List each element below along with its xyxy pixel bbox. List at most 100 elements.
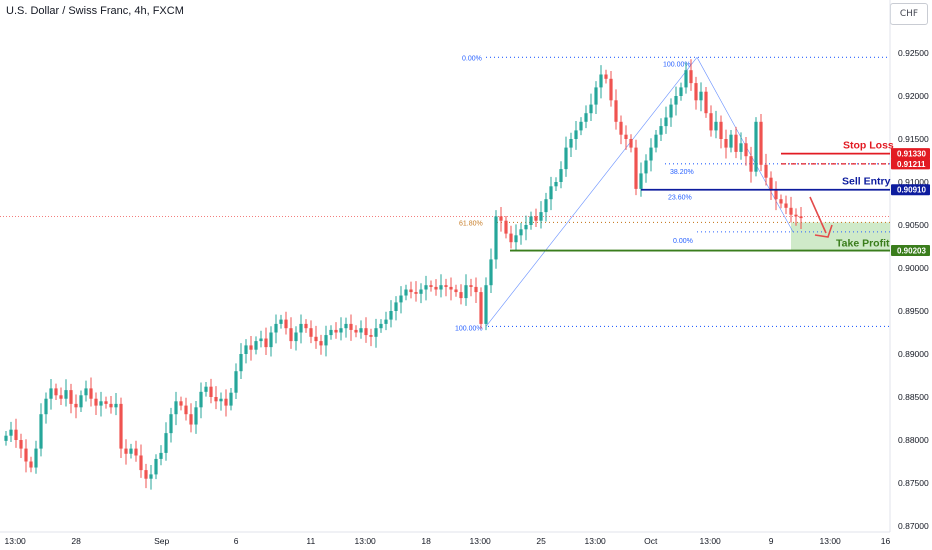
- candle-body: [354, 329, 358, 333]
- candle-body: [49, 388, 53, 399]
- fib-label-236: 23.60%: [668, 195, 692, 202]
- candle-body: [54, 388, 58, 396]
- x-tick-label: 18: [421, 536, 431, 546]
- candle-body: [194, 407, 198, 425]
- candle-body: [379, 323, 383, 329]
- candle-body: [529, 216, 533, 225]
- candle-body: [79, 395, 83, 408]
- candle-body: [344, 323, 348, 329]
- candle-body: [119, 403, 123, 449]
- candle-body: [644, 160, 648, 174]
- candle-body: [214, 397, 218, 402]
- candle-body: [739, 143, 743, 152]
- x-tick-label: 9: [769, 536, 774, 546]
- x-tick-label: 13:00: [5, 536, 27, 546]
- candle-body: [524, 225, 528, 230]
- y-tick-label: 0.90000: [898, 263, 929, 273]
- candle-body: [609, 78, 613, 101]
- y-tick-label: 0.92000: [898, 91, 929, 101]
- fib-50-price-badge-text: 0.91211: [897, 160, 926, 169]
- y-tick-label: 0.89500: [898, 306, 929, 316]
- candle-body: [359, 328, 363, 333]
- x-tick-label: Sep: [154, 536, 169, 546]
- candle-body: [369, 335, 373, 337]
- candle-body: [39, 414, 43, 449]
- candle-body: [179, 401, 183, 406]
- y-tick-label: 0.91000: [898, 177, 929, 187]
- fib-trend-line: [485, 57, 698, 327]
- candle-body: [74, 403, 78, 408]
- candle-body: [759, 121, 763, 165]
- candle-body: [714, 121, 718, 131]
- candle-body: [109, 403, 113, 408]
- candle-body: [674, 96, 678, 105]
- candle-body: [534, 216, 538, 221]
- x-tick-label: 11: [306, 536, 315, 546]
- candle-body: [584, 113, 588, 122]
- candle-body: [394, 302, 398, 311]
- candle-body: [404, 289, 408, 296]
- sell-entry-price-badge: [891, 184, 930, 196]
- candle-body: [764, 164, 768, 178]
- candle-body: [134, 448, 138, 456]
- candle-body: [414, 292, 418, 294]
- candle-body: [554, 182, 558, 187]
- x-tick-label: 13:00: [585, 536, 607, 546]
- candle-body: [259, 338, 263, 342]
- candle-body: [229, 392, 233, 406]
- y-tick-label: 0.88000: [898, 435, 929, 445]
- candle-body: [249, 345, 253, 350]
- candle-body: [9, 429, 13, 436]
- candle-body: [164, 433, 168, 453]
- candle-body: [374, 328, 378, 337]
- candle-body: [144, 470, 148, 479]
- candle-body: [254, 341, 258, 350]
- y-tick-label: 0.89000: [898, 349, 929, 359]
- candle-body: [464, 285, 468, 299]
- candle-body: [199, 391, 203, 408]
- candle-body: [499, 216, 503, 221]
- candle-body: [19, 440, 23, 449]
- candle-body: [154, 458, 158, 475]
- candle-body: [479, 292, 483, 324]
- candle-body: [729, 134, 733, 148]
- stop-loss-price-badge-text: 0.91330: [897, 150, 926, 159]
- fib-label-100-bottom: 100.00%: [455, 325, 483, 332]
- candle-body: [769, 177, 773, 191]
- candle-body: [34, 448, 38, 468]
- candle-body: [84, 388, 88, 396]
- fib-label-382: 38.20%: [670, 169, 694, 176]
- candle-body: [719, 121, 723, 139]
- candle-body: [64, 390, 68, 399]
- candle-body: [24, 448, 28, 462]
- candle-body: [564, 147, 568, 170]
- candle-body: [59, 395, 63, 399]
- candle-body: [104, 401, 108, 404]
- candle-body: [724, 139, 728, 148]
- candle-body: [239, 354, 243, 372]
- candle-body: [539, 212, 543, 221]
- candle-body: [114, 403, 118, 408]
- candle-body: [149, 474, 153, 479]
- candle-body: [124, 448, 128, 454]
- candle-body: [664, 117, 668, 127]
- candle-body: [484, 285, 488, 324]
- candle-body: [69, 390, 73, 404]
- candle-body: [94, 398, 98, 406]
- candle-body: [324, 335, 328, 346]
- candle-body: [634, 147, 638, 189]
- candle-body: [29, 461, 33, 468]
- candle-body: [314, 336, 318, 342]
- candle-body: [364, 328, 368, 336]
- candle-body: [334, 329, 338, 333]
- candle-body: [744, 143, 748, 157]
- x-tick-label: 13:00: [470, 536, 492, 546]
- y-tick-label: 0.92500: [898, 48, 929, 58]
- candle-body: [289, 328, 293, 342]
- candle-body: [689, 70, 693, 84]
- candle-body: [624, 134, 628, 139]
- candle-body: [419, 289, 423, 294]
- candle-body: [389, 311, 393, 320]
- candle-body: [294, 332, 298, 342]
